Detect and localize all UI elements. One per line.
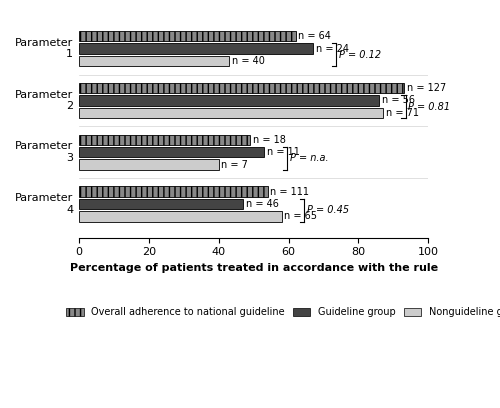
Text: P = 0.45: P = 0.45 <box>307 205 349 215</box>
Text: n = 65: n = 65 <box>284 211 318 222</box>
Text: P = 0.12: P = 0.12 <box>338 50 380 60</box>
Bar <box>79 160 218 170</box>
Text: n = 40: n = 40 <box>232 56 265 66</box>
Bar <box>79 95 380 106</box>
Text: P = 0.81: P = 0.81 <box>408 102 451 112</box>
Text: n = 7: n = 7 <box>222 160 248 170</box>
X-axis label: Percentage of patients treated in accordance with the rule: Percentage of patients treated in accord… <box>70 263 438 273</box>
Bar <box>79 31 296 41</box>
Text: n = 11: n = 11 <box>267 147 300 157</box>
Bar <box>79 135 250 145</box>
Text: P = n.a.: P = n.a. <box>290 153 328 164</box>
Text: n = 71: n = 71 <box>386 108 418 118</box>
Bar <box>79 211 282 222</box>
Bar <box>79 83 404 93</box>
Bar <box>79 108 383 118</box>
Bar <box>79 186 268 197</box>
Text: n = 24: n = 24 <box>316 44 349 54</box>
Text: n = 18: n = 18 <box>253 135 286 145</box>
Bar <box>79 56 229 66</box>
Text: n = 127: n = 127 <box>406 83 446 93</box>
Text: n = 64: n = 64 <box>298 31 331 41</box>
Bar <box>79 199 243 209</box>
Bar <box>79 44 313 54</box>
Bar <box>79 147 264 157</box>
Text: n = 111: n = 111 <box>270 186 310 197</box>
Text: n = 46: n = 46 <box>246 199 279 209</box>
Text: n = 56: n = 56 <box>382 95 415 105</box>
Legend: Overall adherence to national guideline, Guideline group, Nonguideline group: Overall adherence to national guideline,… <box>66 308 500 317</box>
